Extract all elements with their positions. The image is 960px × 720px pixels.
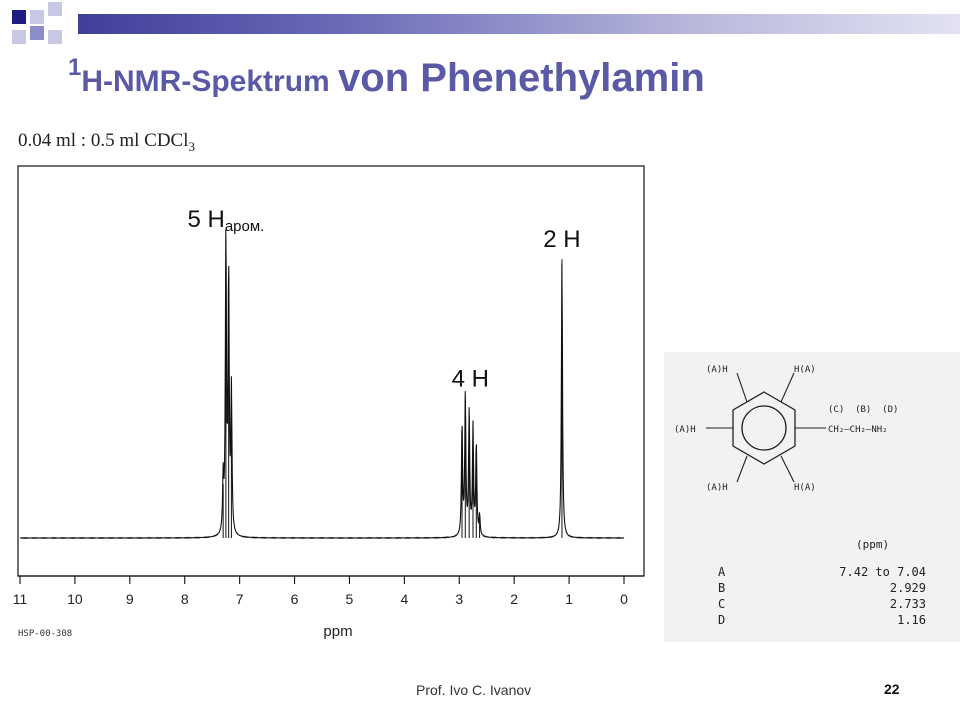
shift-label: A [718, 565, 726, 579]
peak-marks [222, 238, 563, 538]
bond-top-left [736, 372, 748, 403]
shift-header: (ppm) [856, 538, 889, 551]
concentration-subscript: 3 [188, 138, 196, 154]
x-tick-label: 7 [236, 591, 244, 607]
x-tick-label: 4 [400, 591, 408, 607]
shift-label: B [718, 581, 725, 595]
nmr-spectrum-chart: 11 10 9 8 7 6 5 4 3 2 1 0 5 Hаром.4 H2 H ppm HSP-00… [13, 165, 645, 640]
label-h-bottom-right: H(A) [794, 483, 816, 493]
x-tick-label: 9 [126, 591, 134, 607]
aromatic-circle [741, 405, 787, 451]
shift-label: C [718, 597, 725, 611]
label-h-top-right: H(A) [794, 365, 816, 375]
x-tick-label: 6 [291, 591, 299, 607]
peak-annotation: 5 Hаром. [187, 206, 264, 235]
x-tick-label: 5 [346, 591, 354, 607]
shift-table: A 7.42 to 7.04 B 2.929 C 2.733 D 1.16 [718, 565, 926, 627]
spectrum-line [19, 229, 625, 540]
title-part2: von Phenethylamin [338, 56, 705, 100]
chain-formula: CH₂—CH₂—NH₂ [828, 425, 888, 435]
structure-panel: (A)H H(A) (A)H (A)H H(A) (C) (B) (D) CH₂… [664, 352, 960, 642]
x-tick-label: 0 [620, 591, 628, 607]
header-gradient-bar [78, 14, 960, 34]
peak-annotation: 4 H [452, 366, 489, 393]
peak-annotation: 2 H [543, 226, 580, 253]
x-tick-label: 1 [565, 591, 573, 607]
x-tick-label: 2 [510, 591, 518, 607]
shift-value: 1.16 [897, 613, 926, 627]
shift-value: 2.929 [890, 581, 926, 595]
x-tick-label: 8 [181, 591, 189, 607]
bond-top-right [780, 372, 795, 403]
concentration-main: 0.04 ml : 0.5 ml CDCl [18, 130, 189, 151]
title-part1: H-NMR-Spektrum [81, 65, 339, 98]
x-axis-ticks: 11 10 9 8 7 6 5 4 3 2 1 0 [13, 576, 628, 607]
spectrum-code: HSP-00-308 [18, 629, 72, 639]
shift-value: 2.733 [890, 597, 926, 611]
footer-author: Prof. Ivo C. Ivanov [416, 682, 532, 698]
phenethylamine-structure: (A)H H(A) (A)H (A)H H(A) (C) (B) (D) CH₂… [674, 365, 926, 627]
label-h-left: (A)H [674, 425, 696, 435]
concentration-label: 0.04 ml : 0.5 ml CDCl3 [18, 130, 195, 155]
bond-bottom-right [780, 455, 795, 483]
bond-bottom-left [736, 455, 748, 483]
label-h-bottom-left: (A)H [706, 483, 728, 493]
chain-group-labels: (C) (B) (D) [828, 405, 898, 415]
slide-title: 1H-NMR-Spektrum von Phenethylamin [68, 54, 705, 100]
peak-annotations: 5 Hаром. 4 H 2 H [187, 206, 580, 393]
x-axis-label: ppm [323, 623, 352, 640]
title-superscript: 1 [68, 54, 82, 81]
x-tick-label: 3 [455, 591, 463, 607]
page-number: 22 [884, 681, 900, 697]
x-tick-label: 10 [67, 591, 83, 607]
label-h-top-left: (A)H [706, 365, 728, 375]
shift-value: 7.42 to 7.04 [839, 565, 926, 579]
x-tick-label: 11 [13, 591, 28, 607]
benzene-ring [732, 391, 796, 465]
shift-label: D [718, 613, 725, 627]
plot-frame [17, 165, 645, 577]
